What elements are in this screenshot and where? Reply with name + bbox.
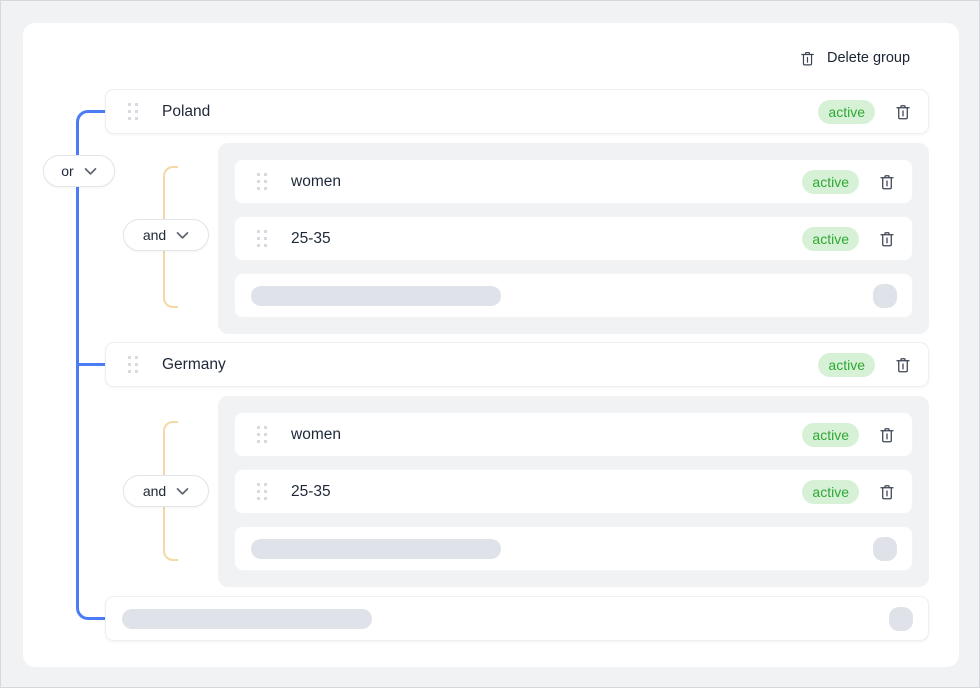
skeleton-bar (251, 285, 501, 306)
trash-icon (896, 357, 910, 372)
delete-group-label: Delete group (827, 50, 911, 66)
delete-condition-button[interactable] (894, 356, 912, 374)
condition-row-germany: Germany active (105, 342, 929, 387)
operator-select-group1[interactable]: and (123, 219, 209, 251)
skeleton-dot (873, 536, 897, 561)
delete-condition-button[interactable] (878, 230, 896, 248)
status-badge: active (802, 226, 859, 251)
delete-condition-button[interactable] (878, 426, 896, 444)
trash-icon (880, 174, 894, 189)
condition-row-age: 25-35 active (234, 469, 913, 514)
operator-select-group2[interactable]: and (123, 475, 209, 507)
trash-icon (896, 104, 910, 119)
condition-row-women: women active (234, 412, 913, 457)
or-branch-line (76, 110, 105, 620)
condition-label: Germany (162, 355, 226, 373)
drag-handle-icon[interactable] (257, 173, 267, 190)
and-group-panel-2: women active 25-35 active (218, 396, 929, 587)
status-badge: active (802, 422, 859, 447)
operator-label: and (142, 483, 167, 499)
chevron-down-icon (84, 168, 97, 175)
condition-row-poland: Poland active (105, 89, 929, 134)
delete-condition-button[interactable] (878, 483, 896, 501)
condition-row-women: women active (234, 159, 913, 204)
trash-icon (880, 484, 894, 499)
condition-row-placeholder (234, 526, 913, 571)
condition-row-age: 25-35 active (234, 216, 913, 261)
skeleton-bar (122, 608, 372, 629)
trash-icon (801, 51, 814, 65)
and-group-panel-1: women active 25-35 active (218, 143, 929, 334)
delete-condition-button[interactable] (894, 103, 912, 121)
skeleton-bar (251, 538, 501, 559)
delete-group-button[interactable]: Delete group (799, 45, 910, 71)
status-badge: active (802, 479, 859, 504)
filter-builder-card: Delete group or and and Poland active (23, 23, 959, 667)
status-badge: active (802, 169, 859, 194)
condition-label: women (291, 425, 341, 443)
chevron-down-icon (176, 488, 189, 495)
skeleton-dot (889, 606, 913, 631)
operator-label: or (61, 163, 74, 179)
condition-label: 25-35 (291, 482, 331, 500)
drag-handle-icon[interactable] (128, 356, 138, 373)
condition-row-placeholder (105, 596, 929, 641)
drag-handle-icon[interactable] (257, 230, 267, 247)
status-badge: active (818, 99, 875, 124)
drag-handle-icon[interactable] (257, 426, 267, 443)
delete-condition-button[interactable] (878, 173, 896, 191)
operator-select-root[interactable]: or (43, 155, 115, 187)
drag-handle-icon[interactable] (128, 103, 138, 120)
condition-label: Poland (162, 102, 211, 120)
trash-icon (880, 231, 894, 246)
condition-row-placeholder (234, 273, 913, 318)
status-badge: active (818, 352, 875, 377)
operator-label: and (142, 227, 167, 243)
condition-label: women (291, 172, 341, 190)
drag-handle-icon[interactable] (257, 483, 267, 500)
skeleton-dot (873, 283, 897, 308)
condition-label: 25-35 (291, 229, 331, 247)
chevron-down-icon (176, 232, 189, 239)
or-branch-arm (79, 363, 105, 366)
trash-icon (880, 427, 894, 442)
